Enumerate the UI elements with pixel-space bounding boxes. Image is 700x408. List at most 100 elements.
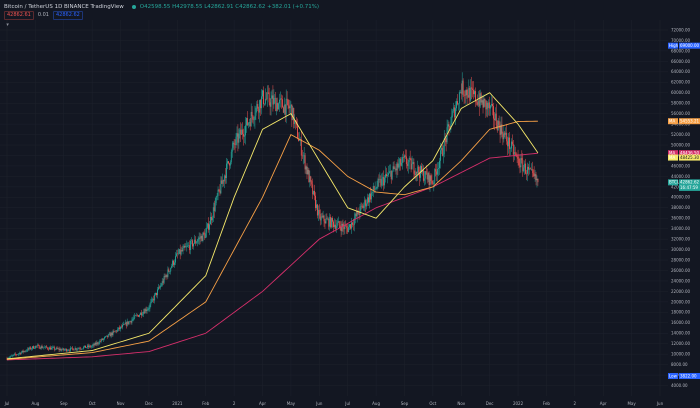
time-tick-label: Apr: [600, 401, 607, 406]
candle-body: [188, 245, 190, 246]
candle-body: [231, 147, 233, 152]
candle-body: [86, 345, 88, 348]
buy-button[interactable]: 42862.62: [53, 11, 83, 20]
time-tick-label: Oct: [429, 401, 436, 406]
candle-body: [519, 165, 521, 168]
candle-body: [465, 90, 467, 96]
price-tag-label: MA: [669, 119, 675, 124]
candle-body: [436, 171, 438, 175]
candle-body: [304, 155, 306, 170]
candle-body: [80, 348, 82, 350]
candle-body: [136, 315, 138, 316]
candle-body: [523, 167, 525, 172]
candle-body: [458, 92, 460, 104]
candle-body: [46, 346, 48, 348]
price-tick-label: 8000.00: [671, 362, 688, 367]
candle-body: [77, 348, 79, 350]
candle-body: [105, 335, 107, 337]
price-tick-label: 68000.00: [671, 48, 691, 53]
sell-button[interactable]: 42862.61: [4, 11, 34, 20]
candle-body: [65, 348, 67, 350]
candle-body: [171, 266, 173, 268]
candle-body: [399, 158, 401, 165]
ohlc-readout: O42598.55 H42978.55 L42862.91 C42862.62 …: [139, 4, 320, 10]
candle-body: [229, 162, 231, 166]
candle-body: [303, 155, 305, 156]
candle-body: [468, 87, 470, 98]
candle-body: [255, 107, 257, 116]
candle-body: [484, 99, 486, 101]
candle-body: [499, 125, 501, 135]
candle-body: [464, 94, 466, 96]
time-tick-label: Jul: [344, 401, 350, 406]
time-axis: Jul Aug Sep Oct Nov Dec 2021 Feb 2 Apr May Jun Jul Au…: [4, 401, 664, 406]
candle-body: [510, 141, 512, 149]
candle-body: [524, 163, 526, 168]
candle-body: [88, 345, 90, 348]
candle-body: [291, 104, 293, 121]
candle-body: [286, 98, 288, 100]
candle-body: [232, 142, 234, 148]
candle-body: [315, 195, 316, 208]
price-tag-label: BTCUSDT: [669, 180, 688, 185]
candle-body: [148, 308, 150, 309]
candle-body: [334, 224, 336, 229]
candle-body: [19, 352, 21, 355]
price-tag-label-box: [668, 150, 678, 157]
symbol-title[interactable]: Bitcoin / TetherUS 1D BINANCE TradingVie…: [4, 4, 124, 10]
candle-body: [513, 152, 515, 155]
candle-body: [266, 92, 268, 100]
candle-body: [132, 318, 134, 320]
time-tick-label: Jul: [4, 401, 10, 406]
candle-body: [470, 87, 472, 101]
candle-body: [213, 207, 215, 212]
candle-body: [327, 218, 329, 220]
price-tick-label: 44000.00: [671, 174, 691, 179]
candle-body: [536, 178, 538, 181]
candle-body: [11, 355, 13, 357]
candle-body: [526, 173, 528, 175]
candle-body: [217, 189, 219, 197]
candle-body: [427, 172, 429, 180]
candle-body: [202, 232, 204, 241]
candle-body: [275, 97, 277, 112]
candle-body: [227, 161, 228, 164]
candle-body: [181, 250, 183, 252]
candle-body: [366, 203, 368, 207]
price-tick-label: 20000.00: [671, 299, 691, 304]
candle-body: [215, 196, 217, 203]
candle-body: [492, 104, 493, 107]
candle-body: [309, 176, 311, 183]
candle-body: [316, 204, 317, 208]
candle-body: [449, 126, 451, 130]
candle-body: [311, 181, 313, 185]
candle-body: [184, 245, 186, 248]
time-tick-label: 2021: [172, 401, 183, 406]
candle-body: [351, 222, 352, 229]
candle-body: [456, 101, 457, 109]
time-tick-label: May: [287, 401, 296, 406]
candle-body: [461, 80, 463, 94]
candle-body: [528, 166, 529, 170]
candle-body: [397, 163, 399, 168]
candle-body: [239, 129, 241, 134]
candle-body: [104, 336, 106, 338]
candle-body: [23, 351, 25, 353]
candle-body: [287, 99, 289, 106]
candle-body: [498, 120, 500, 126]
candle-body: [109, 333, 111, 337]
candle-body: [354, 213, 356, 219]
candle-body: [40, 346, 42, 349]
candle-body: [438, 168, 439, 169]
candle-body: [507, 141, 509, 147]
candle-body: [95, 342, 97, 345]
candle-body: [369, 193, 371, 200]
candle-body: [349, 224, 351, 228]
candle-body: [467, 95, 469, 98]
chevron-down-icon[interactable]: ▾: [6, 22, 9, 28]
candle-body: [186, 246, 188, 247]
candle-body: [204, 233, 206, 239]
time-tick-label: 2022: [513, 401, 524, 406]
candle-body: [72, 348, 74, 351]
